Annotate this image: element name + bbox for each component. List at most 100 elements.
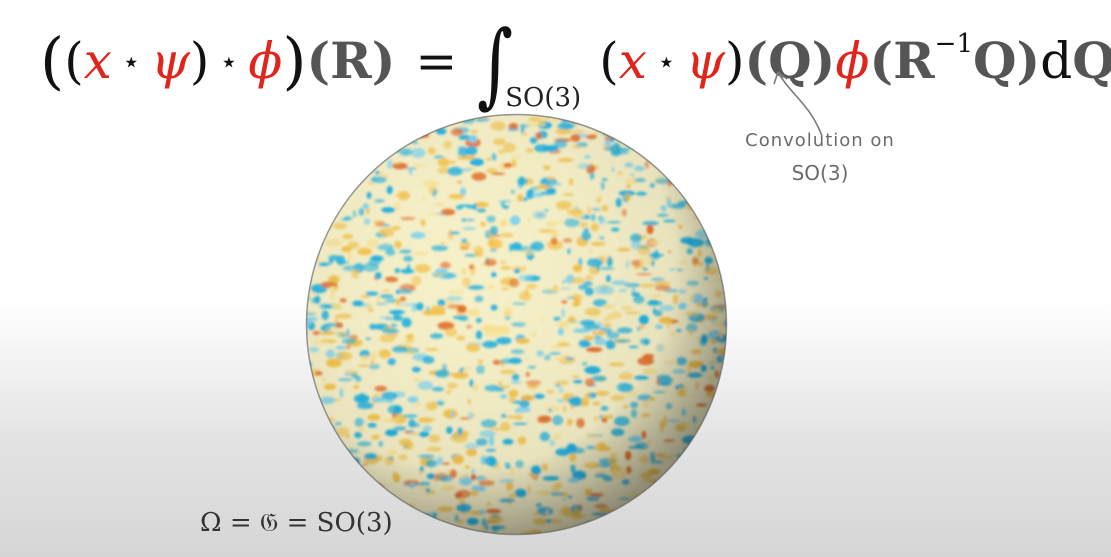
sphere-texture-blob [407, 517, 419, 528]
sphere-texture-blob [335, 492, 351, 496]
rhs-open: ( [599, 32, 619, 90]
sphere-texture-blob [610, 114, 622, 118]
sphere-texture-blob [330, 175, 340, 185]
sphere-texture-blob [720, 376, 724, 383]
sphere-texture-blob [370, 496, 387, 500]
sphere-texture-blob [314, 168, 319, 179]
sphere-texture-blob [379, 136, 389, 142]
sphere-texture-blob [663, 506, 680, 516]
sphere-texture-blob [721, 508, 727, 512]
sphere-texture-blob [580, 526, 591, 535]
sphere-texture-blob [325, 114, 332, 117]
sphere-texture-blob [372, 491, 388, 502]
sphere-texture-blob [699, 114, 715, 118]
sphere-texture-blob [318, 148, 327, 158]
sphere-texture-blob [637, 122, 645, 128]
sphere-texture-blob [653, 135, 660, 142]
sphere-texture-blob [319, 225, 325, 235]
sphere-texture-blob [705, 528, 713, 534]
sphere-texture-blob [306, 200, 312, 208]
sphere-texture-blob [306, 117, 309, 122]
sphere-texture-blob [333, 482, 340, 491]
sphere-texture-blob [703, 468, 717, 476]
formula-close-outer: ) [282, 24, 307, 97]
sphere-texture-blob [375, 148, 385, 155]
sphere-texture-blob [346, 476, 360, 482]
sphere-texture-blob [611, 115, 628, 126]
sphere-texture-blob [375, 121, 392, 131]
sphere-texture-blob [649, 510, 656, 517]
sphere-texture-blob [685, 519, 702, 523]
sphere-texture-blob [721, 179, 727, 188]
sphere-texture-blob [671, 134, 687, 143]
sphere-texture-blob [628, 514, 635, 519]
sphere-texture-blob [336, 170, 342, 181]
sphere-texture-blob [662, 118, 675, 128]
sphere-texture-blob [589, 529, 603, 535]
sphere-texture-blob [322, 203, 339, 213]
sphere-texture-blob [572, 530, 580, 535]
sphere-texture-blob [306, 459, 312, 466]
sphere-texture-blob [333, 159, 343, 168]
sphere-texture-blob [687, 453, 705, 463]
sphere-texture-blob [306, 473, 312, 483]
formula-phi: ϕ [248, 32, 283, 90]
sphere-texture-blob [640, 532, 651, 535]
sphere-texture-blob [634, 136, 642, 144]
sphere-texture-blob [306, 420, 315, 426]
sphere-texture-blob [687, 519, 698, 528]
sphere-texture-blob [313, 114, 323, 116]
sphere-texture-blob [652, 515, 669, 518]
sphere-texture-blob [310, 127, 320, 130]
sphere-texture-blob [343, 121, 359, 131]
sphere-texture-blob [687, 469, 698, 474]
sphere-texture-blob [316, 213, 330, 217]
sphere-texture-blob [306, 385, 309, 390]
sphere-texture-blob [419, 522, 429, 530]
sphere-texture-blob [617, 123, 623, 131]
rhs-superscript: −1 [934, 29, 973, 59]
rhs-d: d [1040, 32, 1073, 90]
sphere-texture-blob [672, 467, 677, 474]
formula-close-inner: ) [189, 32, 210, 90]
sphere-texture-blob [706, 494, 715, 502]
sphere-texture-blob [715, 207, 723, 217]
sphere-texture-blob [348, 122, 355, 133]
sphere-texture-blob [709, 151, 716, 158]
sphere-texture-blob [663, 171, 675, 174]
sphere-texture-blob [606, 125, 616, 134]
sphere-texture-blob [699, 461, 715, 470]
sphere-texture-blob [705, 152, 717, 162]
sphere-texture-blob [391, 529, 407, 535]
rhs-close: ) [724, 32, 745, 90]
sphere-texture-blob [320, 457, 331, 466]
sphere-texture-blob [631, 145, 645, 149]
sphere-texture-blob [714, 205, 726, 209]
sphere-texture-blob [390, 119, 408, 128]
sphere-texture-blob [684, 465, 700, 474]
sphere-texture-blob [648, 148, 665, 158]
sphere-texture-blob [325, 165, 337, 170]
sphere-texture-blob [684, 127, 693, 136]
formula-R-arg: (R) [306, 31, 396, 90]
sphere-texture-blob [665, 140, 675, 144]
sphere-texture-blob [307, 190, 318, 197]
sphere-texture-blob [335, 450, 348, 459]
sphere-texture-blob [318, 470, 332, 477]
sphere-texture-blob [714, 123, 724, 129]
sphere-texture-blob [676, 118, 690, 121]
convolution-annotation: Convolution on SO(3) [730, 130, 910, 185]
sphere-texture-blob [658, 518, 664, 521]
sphere-texture-blob [712, 525, 724, 533]
sphere-texture-blob [306, 164, 310, 173]
sphere-texture-blob [655, 118, 667, 121]
sphere-texture-blob [622, 514, 634, 518]
sphere-texture-blob [698, 114, 706, 121]
sphere-texture-blob [306, 422, 310, 425]
sphere-texture-blob [716, 182, 725, 188]
rhs-star: ⋆ [656, 45, 676, 80]
rhs-Q: (Q) [744, 31, 836, 90]
integral-subscript-slot: SO(3) [505, 14, 599, 113]
formula-psi: ψ [150, 32, 190, 90]
sphere-texture-blob [323, 479, 334, 487]
